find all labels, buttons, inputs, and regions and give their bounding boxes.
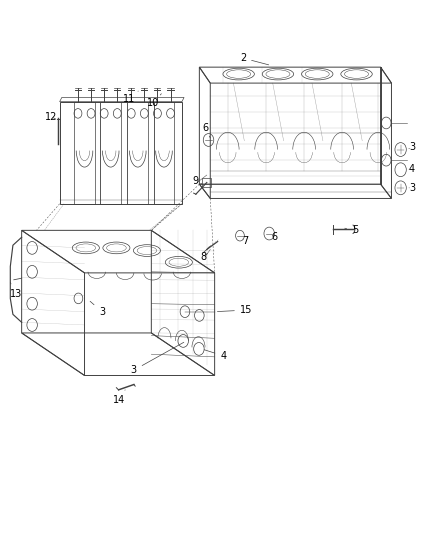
Text: 3: 3	[131, 342, 184, 375]
Text: 2: 2	[240, 53, 268, 65]
Text: 3: 3	[90, 301, 105, 317]
Text: 8: 8	[201, 252, 207, 262]
Text: 6: 6	[202, 123, 210, 138]
Text: 3: 3	[409, 183, 415, 193]
Text: 3: 3	[409, 142, 415, 152]
Text: 4: 4	[409, 164, 415, 174]
Text: 13: 13	[10, 282, 22, 299]
Text: 14: 14	[113, 390, 126, 406]
Text: 11: 11	[124, 91, 138, 104]
Text: 6: 6	[272, 232, 278, 243]
Text: 15: 15	[217, 305, 252, 315]
Text: 10: 10	[147, 94, 161, 108]
Text: 7: 7	[242, 236, 248, 246]
Text: 9: 9	[192, 176, 201, 187]
Text: 5: 5	[345, 225, 358, 236]
Text: 12: 12	[45, 111, 57, 122]
Text: 4: 4	[204, 350, 226, 361]
